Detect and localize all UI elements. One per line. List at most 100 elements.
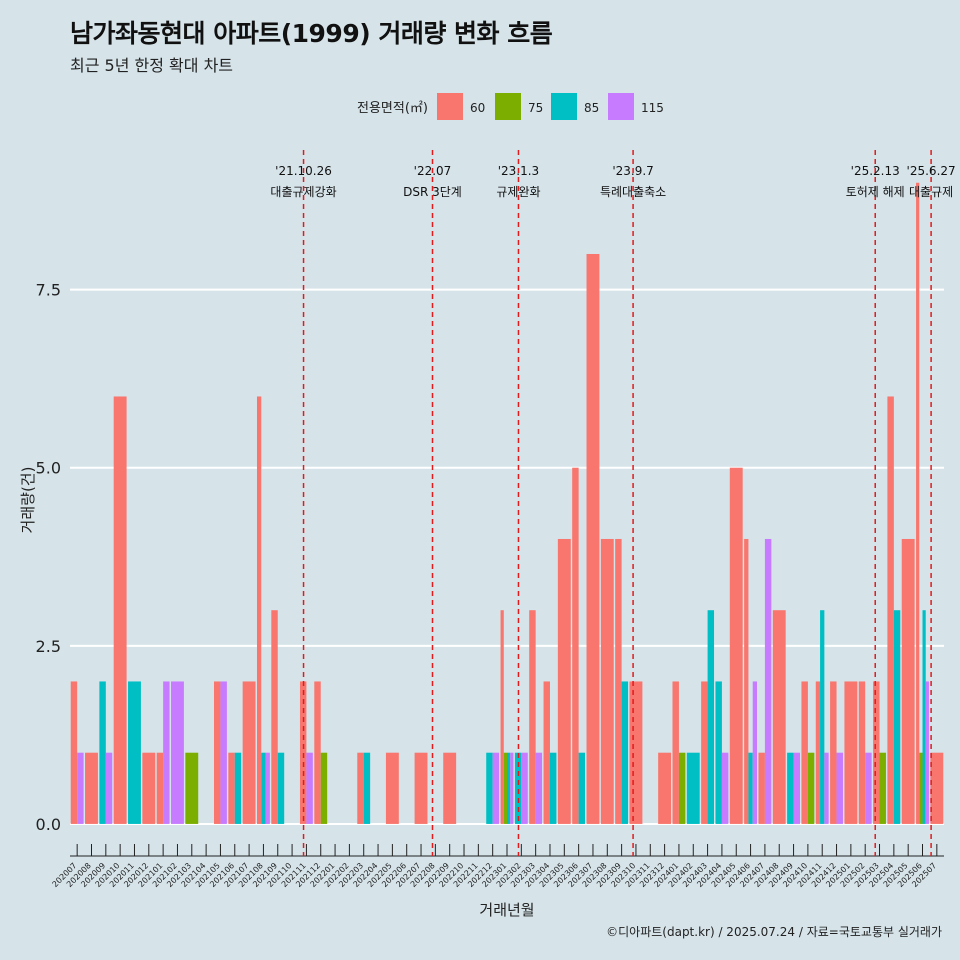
bar [678,752,686,824]
bar [277,752,285,824]
legend-label: 60 [470,101,485,115]
bar [128,681,141,824]
bar [824,752,829,824]
bar [752,681,758,824]
legend-swatch [608,93,634,120]
bar [815,681,821,824]
bar [510,752,514,824]
bar [600,538,614,824]
legend-label: 75 [528,101,543,115]
bar [865,752,872,824]
bar [185,752,199,824]
bar [503,752,507,824]
bar [514,752,522,824]
event-name-label: 대출규제 [909,185,953,199]
bar [357,752,364,824]
bar [414,752,428,824]
bar [772,610,786,824]
event-name-label: 규제완화 [496,185,540,199]
bar [707,610,715,824]
bar [234,752,242,824]
source-caption: ©디아파트(dapt.kr) / 2025.07.24 / 자료=국토교통부 실… [606,925,942,939]
bar [715,681,722,824]
bar [265,752,270,824]
bar [242,681,256,824]
bar [535,752,543,824]
bar [70,681,78,824]
event-date-label: '23.1.3 [498,164,539,178]
bar [572,467,579,824]
event-date-label: '25.2.13 [851,164,900,178]
bar [171,681,184,824]
bar [901,538,915,824]
bar [314,681,321,824]
bar [299,681,307,824]
bar [919,752,923,824]
bar [549,752,557,824]
bar [142,752,156,824]
bar [521,752,528,824]
bar [256,396,262,824]
bar [801,681,808,824]
bar [658,752,672,824]
bar [271,610,278,824]
bar [701,681,708,824]
bar [807,752,815,824]
bar [500,610,504,824]
bar [930,752,944,824]
event-name-label: 대출규제강화 [270,185,336,199]
bar [486,752,493,824]
bar [820,610,825,824]
bar [672,681,679,824]
bar [99,681,106,824]
bar [156,752,164,824]
legend-title: 전용면적(㎡) [357,101,428,116]
bar [916,182,920,824]
bar [306,752,313,824]
bar [492,752,500,824]
bar [578,752,586,824]
bar [748,752,753,824]
bar [922,610,926,824]
y-tick-label: 0.0 [36,815,61,834]
bar [228,752,235,824]
bar [85,752,98,824]
bar [261,752,266,824]
bar [793,752,801,824]
y-tick-label: 2.5 [36,637,61,656]
bar [721,752,729,824]
bar [758,752,765,824]
bar [621,681,629,824]
event-name-label: DSR 3단계 [403,185,462,199]
event-date-label: '21.10.26 [275,164,332,178]
bar [844,681,858,824]
y-axis-title: 거래량(건) [19,467,37,534]
bar [858,681,866,824]
legend-swatch [495,93,521,120]
legend-label: 85 [584,101,599,115]
bar [729,467,743,824]
legend-label: 115 [641,101,664,115]
legend-swatch [551,93,577,120]
chart-subtitle: 최근 5년 한정 확대 차트 [70,56,234,75]
bar [163,681,170,824]
bar [879,752,886,824]
bar [220,681,227,824]
bar [764,538,772,824]
bar [836,752,843,824]
chart-title: 남가좌동현대 아파트(1999) 거래량 변화 흐름 [70,19,553,48]
event-date-label: '25.6.27 [907,164,956,178]
bar [629,681,643,824]
bar [925,681,929,824]
event-date-label: '22.07 [414,164,452,178]
bar [893,610,901,824]
bar [686,752,700,824]
event-name-label: 토허제 해제 [846,185,905,199]
bar [443,752,457,824]
bar [543,681,550,824]
event-date-label: '23.9.7 [612,164,653,178]
bar [385,752,399,824]
bar [744,538,749,824]
bar [105,752,113,824]
